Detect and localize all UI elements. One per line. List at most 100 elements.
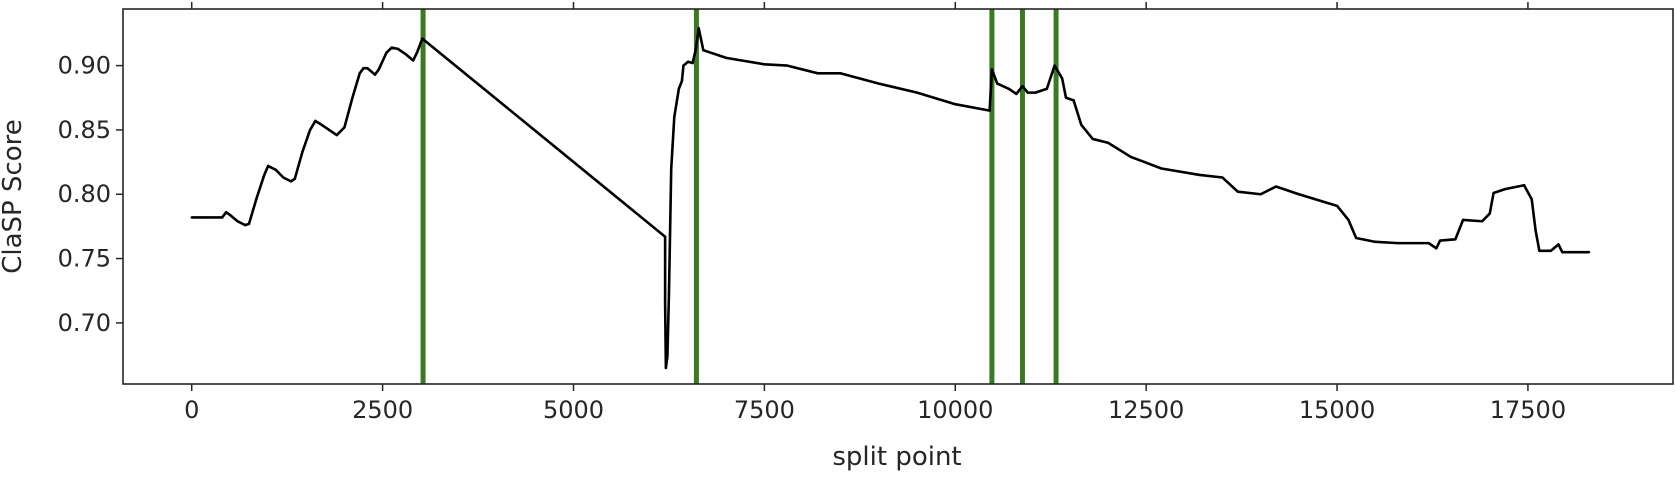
x-tick-label: 5000: [543, 396, 604, 424]
data-point: [763, 63, 766, 66]
data-point: [666, 355, 669, 358]
data-point: [1461, 218, 1465, 222]
y-tick-label: 0.85: [58, 116, 111, 144]
data-point: [988, 109, 991, 112]
data-point: [1538, 249, 1541, 253]
data-point: [1060, 77, 1064, 80]
data-point: [786, 64, 789, 67]
data-point: [1274, 185, 1278, 188]
data-point: [358, 72, 361, 75]
data-point: [1561, 250, 1564, 254]
data-point: [1530, 198, 1533, 201]
plot-area: [123, 9, 1673, 384]
data-point: [915, 91, 919, 94]
data-point: [877, 82, 881, 85]
data-point: [663, 235, 667, 238]
data-point: [697, 27, 700, 30]
data-point: [990, 68, 994, 71]
data-point: [366, 66, 369, 70]
data-point: [694, 48, 697, 52]
data-point: [404, 52, 407, 56]
data-point: [1007, 87, 1010, 90]
x-tick-label: 2500: [352, 396, 413, 424]
data-point: [1064, 96, 1068, 99]
data-point: [1072, 99, 1075, 102]
data-point: [293, 177, 296, 181]
data-point: [691, 61, 694, 65]
data-point: [308, 128, 312, 132]
data-point: [839, 72, 842, 75]
x-tick-label: 12500: [1108, 396, 1184, 424]
data-point: [362, 66, 365, 70]
data-point: [343, 126, 346, 129]
data-point: [205, 216, 209, 219]
data-point: [1438, 239, 1442, 242]
data-point: [1557, 243, 1560, 246]
data-point: [816, 72, 820, 75]
data-point: [1026, 91, 1030, 94]
data-point: [673, 115, 676, 119]
y-tick-label: 0.70: [58, 309, 111, 337]
y-axis: 0.70 0.75 0.80 0.85 0.90: [58, 52, 123, 337]
data-point: [670, 167, 673, 170]
data-point: [682, 64, 685, 67]
x-tick-label: 10000: [917, 396, 993, 424]
data-point: [396, 47, 400, 51]
data-point: [385, 51, 388, 54]
data-point: [415, 51, 419, 54]
data-point: [373, 73, 377, 76]
data-point: [1091, 137, 1094, 141]
data-point: [1374, 240, 1377, 244]
data-point: [243, 223, 247, 227]
data-point: [1106, 141, 1110, 144]
data-point: [390, 46, 393, 49]
data-point: [1549, 249, 1553, 253]
data-point: [1129, 155, 1133, 159]
data-point: [1021, 84, 1024, 88]
data-point: [314, 119, 317, 123]
x-axis-label: split point: [832, 442, 961, 472]
data-point: [1221, 176, 1224, 179]
data-point: [335, 133, 338, 137]
data-point: [1503, 187, 1507, 191]
plot-frame: [122, 8, 1674, 385]
data-point: [266, 164, 270, 168]
data-point: [1480, 220, 1484, 223]
data-point: [1160, 167, 1163, 170]
data-point: [1354, 236, 1358, 240]
x-tick-label: 0: [184, 396, 199, 424]
data-point: [1034, 91, 1037, 94]
x-axis: 0 2500 5000 7500 10000 12500 15000 17500: [184, 2, 1566, 424]
data-point: [1236, 190, 1239, 193]
data-point: [1454, 238, 1457, 241]
data-point: [350, 97, 354, 101]
data-point: [725, 56, 728, 60]
data-point: [1015, 92, 1018, 96]
data-point: [686, 60, 690, 63]
data-point: [1396, 241, 1400, 245]
data-point: [377, 68, 380, 71]
data-point: [1435, 247, 1438, 250]
data-point: [1045, 87, 1049, 90]
data-point: [301, 150, 304, 153]
data-point: [327, 128, 331, 132]
data-point: [421, 37, 424, 40]
data-point: [236, 220, 239, 223]
data-point: [274, 168, 277, 172]
data-point: [1198, 173, 1201, 177]
data-point: [190, 216, 193, 219]
data-point: [1522, 184, 1526, 187]
data-point: [228, 213, 232, 217]
data-point: [702, 48, 705, 52]
y-axis-label: ClaSP Score: [0, 119, 28, 274]
data-point: [224, 211, 228, 214]
data-point: [1259, 193, 1262, 196]
data-point: [1488, 212, 1491, 215]
data-point: [1427, 241, 1430, 245]
data-point: [677, 87, 681, 90]
data-point: [954, 103, 957, 106]
data-point: [1534, 229, 1537, 232]
data-point: [1492, 191, 1495, 195]
data-point: [1587, 250, 1591, 254]
